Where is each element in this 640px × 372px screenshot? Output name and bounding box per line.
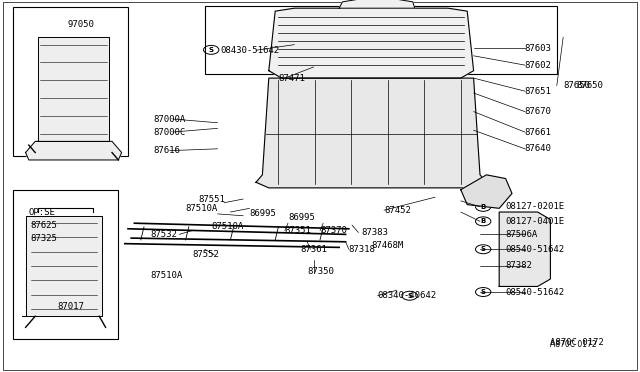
- Text: 87471: 87471: [278, 74, 305, 83]
- Text: 08127-0201E: 08127-0201E: [506, 202, 564, 211]
- Text: B: B: [481, 204, 486, 210]
- Text: 87670: 87670: [525, 107, 552, 116]
- Polygon shape: [256, 78, 486, 188]
- Text: 87510A: 87510A: [211, 222, 243, 231]
- Bar: [13, 7, 128, 156]
- Text: 87551: 87551: [198, 195, 225, 203]
- Text: 87000C: 87000C: [154, 128, 186, 137]
- Text: 86995: 86995: [250, 209, 276, 218]
- Text: 87350: 87350: [307, 267, 334, 276]
- Text: 87532: 87532: [150, 230, 177, 239]
- Text: 87661: 87661: [525, 128, 552, 137]
- Text: 87650: 87650: [563, 81, 590, 90]
- Text: 87468M: 87468M: [371, 241, 403, 250]
- Text: 97050: 97050: [67, 20, 94, 29]
- Text: A870C 0172: A870C 0172: [550, 340, 597, 349]
- Text: 87506A: 87506A: [506, 230, 538, 239]
- Text: 08430-51642: 08430-51642: [221, 46, 280, 55]
- Text: 87325: 87325: [31, 234, 58, 243]
- Text: 87552: 87552: [192, 250, 219, 259]
- Text: 87510A: 87510A: [150, 271, 182, 280]
- Text: 08540-51642: 08540-51642: [506, 245, 564, 254]
- Text: 87383: 87383: [362, 228, 388, 237]
- Text: 87351: 87351: [285, 226, 312, 235]
- Text: 08540-51642: 08540-51642: [506, 288, 564, 296]
- Bar: [13, 190, 118, 339]
- Polygon shape: [339, 0, 415, 8]
- Polygon shape: [499, 212, 550, 286]
- Bar: [205, 6, 557, 74]
- Text: OP:SE: OP:SE: [29, 208, 56, 217]
- Polygon shape: [461, 175, 512, 208]
- Text: S: S: [481, 246, 486, 252]
- Text: 87370: 87370: [320, 226, 347, 235]
- Text: 87640: 87640: [525, 144, 552, 153]
- Text: 87000A: 87000A: [154, 115, 186, 124]
- Text: 87382: 87382: [506, 262, 532, 270]
- Text: 87602: 87602: [525, 61, 552, 70]
- Text: 86995: 86995: [288, 213, 315, 222]
- Text: 87625: 87625: [31, 221, 58, 230]
- Text: 87361: 87361: [301, 245, 328, 254]
- Text: S: S: [481, 289, 486, 295]
- Text: 87510A: 87510A: [186, 204, 218, 213]
- Polygon shape: [269, 8, 474, 78]
- Text: 87318: 87318: [349, 245, 376, 254]
- Text: 87452: 87452: [384, 206, 411, 215]
- Text: 08127-0401E: 08127-0401E: [506, 217, 564, 226]
- Text: 87616: 87616: [154, 146, 180, 155]
- Polygon shape: [35, 37, 109, 141]
- Text: 08340-40642: 08340-40642: [378, 291, 436, 300]
- Polygon shape: [26, 141, 122, 160]
- Text: B: B: [481, 218, 486, 224]
- Text: 87651: 87651: [525, 87, 552, 96]
- Text: S: S: [407, 293, 412, 299]
- Text: S: S: [209, 47, 214, 53]
- Text: A870C 0172: A870C 0172: [550, 338, 604, 347]
- Polygon shape: [22, 216, 102, 316]
- Text: 87650: 87650: [576, 81, 603, 90]
- Text: 87603: 87603: [525, 44, 552, 53]
- Text: 87017: 87017: [58, 302, 84, 311]
